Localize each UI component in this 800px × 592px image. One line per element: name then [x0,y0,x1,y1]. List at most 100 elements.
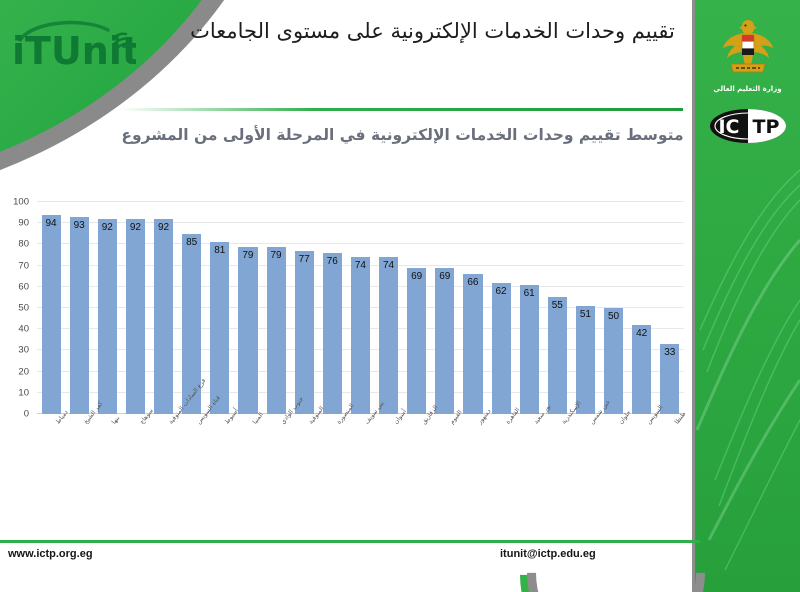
title-divider [118,108,683,111]
page-title: تقييم وحدات الخدمات الإلكترونية على مستو… [190,19,675,43]
bar-column: 33 [656,202,684,414]
bar-value-label: 61 [523,287,535,299]
x-axis-tick-column: قناة السويس [178,395,221,492]
y-axis-labels: 0 10 20 30 40 50 60 70 80 90 100 [0,196,33,420]
bar-value-label: 92 [129,221,141,233]
bar-series: 94 93 92 92 92 85 81 79 79 77 76 74 74 69 69 66 62 61 55 51… [37,202,684,414]
bar-value-label: 77 [298,253,310,265]
bar[interactable]: 79 [266,246,286,414]
bar[interactable]: 62 [491,282,511,414]
bar[interactable]: 74 [379,257,399,414]
x-axis-tick-column: السويس [628,404,664,492]
bar-value-label: 79 [242,249,254,261]
ministry-label: وزارة التعليم العالي [713,85,782,93]
x-axis-tick-column: بني سويف [346,400,386,492]
bar-value-label: 92 [101,221,113,233]
y-axis-tick: 60 [18,281,29,293]
bar-value-label: 55 [551,300,563,312]
bar-column: 94 [37,202,65,414]
bar-column: 77 [290,202,318,414]
chart-title: متوسط تقييم وحدات الخدمات الإلكترونية في… [121,126,684,144]
bar[interactable]: 66 [463,274,483,414]
y-axis-tick: 90 [18,217,29,229]
bar-column: 66 [459,202,487,414]
y-axis-tick: 100 [13,196,29,208]
bar[interactable]: 81 [210,242,230,414]
x-axis-tick-column: أسوان [375,408,408,492]
bar-column: 79 [262,202,290,414]
y-axis-tick: 80 [18,238,29,250]
svg-text:IC: IC [718,116,739,138]
bar[interactable]: 69 [407,267,427,414]
bar[interactable]: 76 [322,252,342,414]
footer-website[interactable]: www.ictp.org.eg [8,548,93,560]
bar-value-label: 74 [383,260,395,272]
bar-column: 50 [600,202,628,414]
bar[interactable]: 61 [519,284,539,414]
y-axis-tick: 10 [18,387,29,399]
plot-area: 94 93 92 92 92 85 81 79 79 77 76 74 74 69 69 66 62 61 55 51… [37,201,684,414]
bar-value-label: 93 [73,219,85,231]
x-axis-tick-column: الفيوم [431,409,463,492]
bar-value-label: 74 [354,260,366,272]
x-axis-tick-column: المنصورة [318,402,356,492]
bar[interactable]: 92 [97,218,117,414]
y-axis-tick: 30 [18,344,29,356]
bar-value-label: 62 [495,285,507,297]
x-axis-tick-column: المنوفية [290,405,326,492]
right-sidebar-band: وزارة التعليم العالي IC TP [692,0,800,592]
x-axis-tick-column: فرع السادات المنوفية [150,377,207,492]
bar-value-label: 33 [664,347,676,359]
bar[interactable]: 79 [238,246,258,414]
bar-value-label: 79 [270,249,282,261]
bar-column: 69 [431,202,459,414]
bar[interactable]: 92 [154,218,174,414]
bar[interactable]: 92 [125,218,145,414]
gridline [37,201,684,202]
footer-email[interactable]: itunit@ictp.edu.eg [500,548,596,560]
bar[interactable]: 33 [660,344,680,414]
y-axis-tick: 40 [18,323,29,335]
y-axis-tick: 70 [18,260,29,272]
eagle-emblem-icon [722,20,773,73]
x-axis-tick-column: طنطا [656,410,687,492]
bar-column: 42 [628,202,656,414]
x-axis-tick-column: بور سعيد [515,403,553,492]
x-axis-tick-column: سوهاج [121,407,155,492]
bar-column: 76 [318,202,346,414]
bar[interactable]: 69 [435,267,455,414]
bar-value-label: 94 [45,217,57,229]
y-axis-tick: 50 [18,302,29,314]
bar[interactable]: 42 [632,324,652,414]
bar-value-label: 85 [186,236,198,248]
bar-column: 55 [543,202,571,414]
bar-column: 51 [571,202,599,414]
bar-value-label: 81 [214,245,226,257]
bar-column: 69 [403,202,431,414]
bar[interactable]: 51 [575,305,595,414]
bar[interactable]: 74 [350,257,370,414]
bar-chart: 0 10 20 30 40 50 60 70 80 90 100 94 93 92 92 92 85 81 79 7… [0,196,690,436]
bar-column: 92 [121,202,149,414]
bar-column: 61 [515,202,543,414]
bar[interactable]: 93 [69,216,89,414]
y-axis-tick: 20 [18,366,29,378]
x-axis-tick-column: بنها [93,414,122,492]
bar[interactable]: 94 [41,214,61,414]
bar-column: 62 [487,202,515,414]
bar[interactable]: 85 [182,233,202,414]
bar[interactable]: 77 [294,250,314,414]
x-axis-tick-column: القاهرة [487,407,522,492]
y-axis-tick: 0 [23,408,29,420]
itunits-logo: iTUnits [8,14,163,73]
bar-value-label: 50 [608,311,620,322]
x-axis-tick-column: جنوب الوادي [262,395,306,492]
bar[interactable]: 50 [604,308,624,414]
bar[interactable]: 55 [547,297,567,414]
x-axis-tick-label: بنها [110,414,122,426]
x-axis-tick-column: دمنهور [459,408,492,492]
bar-column: 92 [93,202,121,414]
ictp-logo: IC TP [709,109,786,143]
x-axis-tick-column: عين شمس [571,399,612,492]
